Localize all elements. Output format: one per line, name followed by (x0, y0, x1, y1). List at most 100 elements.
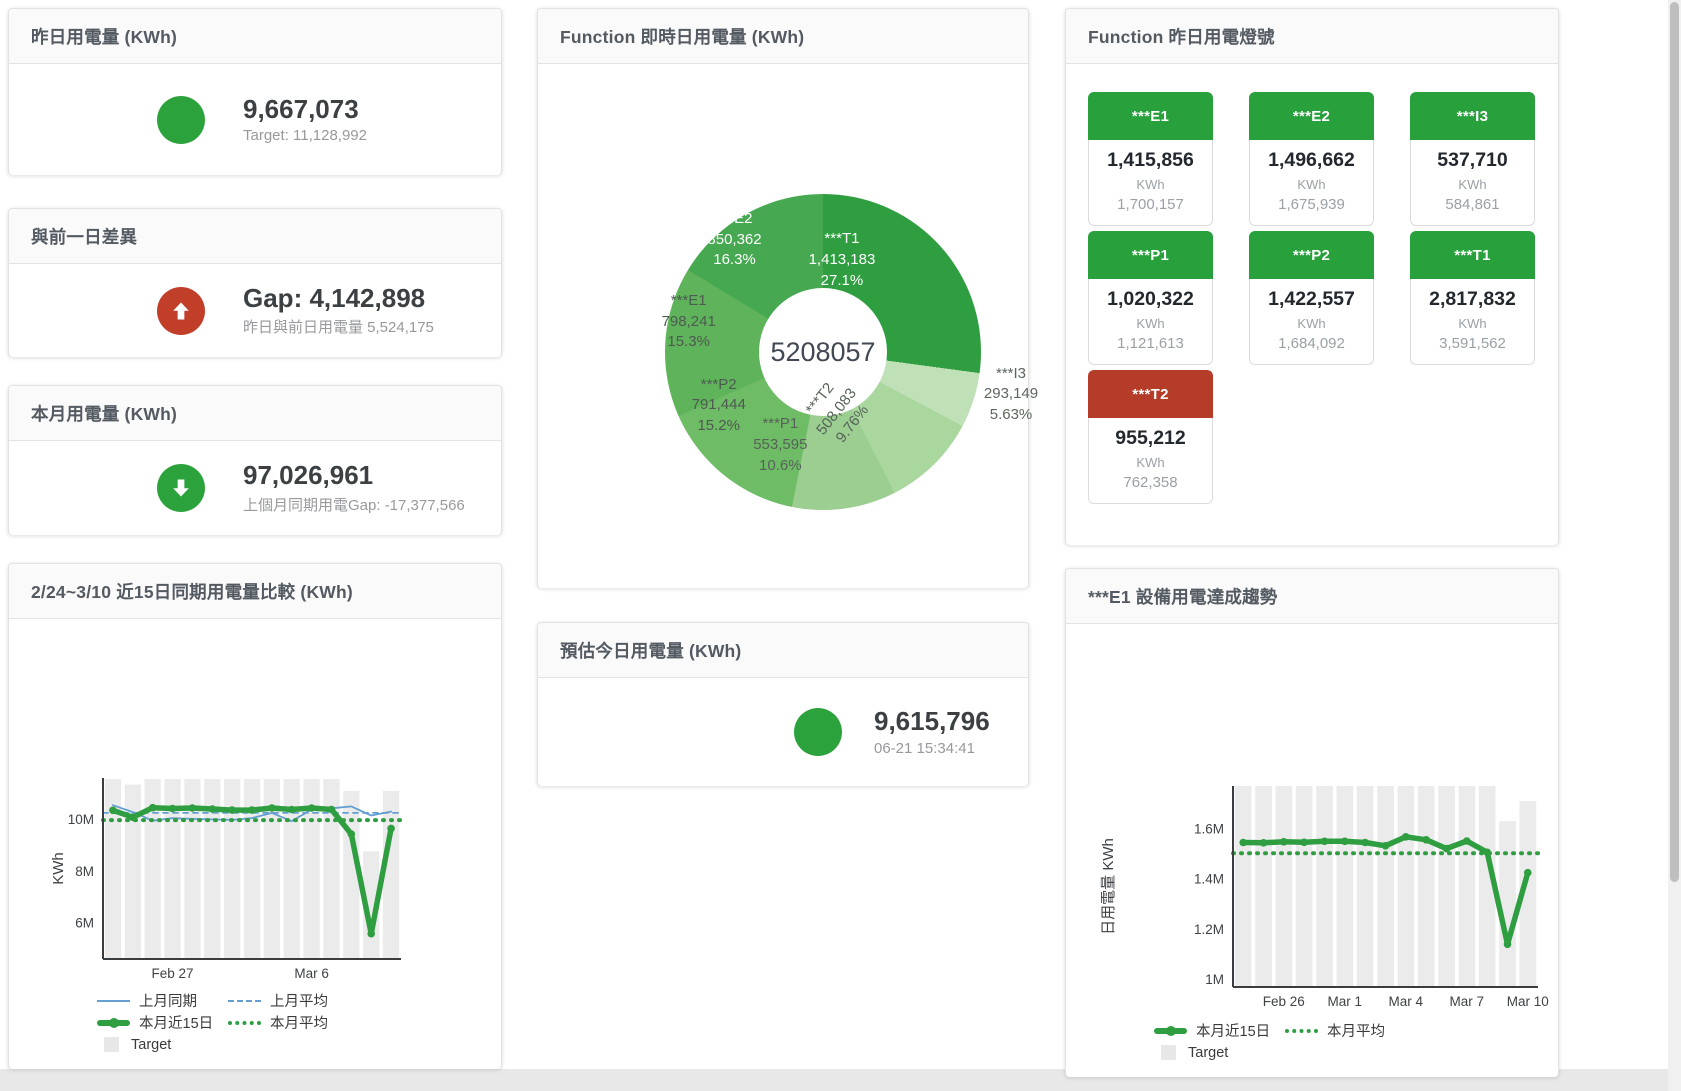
stat-text: Gap: 4,142,898 昨日與前日用電量 5,524,175 (243, 284, 434, 338)
legend-swatch-dots-icon (228, 1020, 261, 1025)
donut-chart[interactable]: 5208057 ***T1 1,413,183 27.1% ***I3 293,149 5… (661, 194, 1038, 510)
donut-center-total: 5208057 (770, 336, 876, 367)
legend-label: 上月平均 (270, 994, 328, 1010)
svg-text:Mar 4: Mar 4 (1389, 994, 1424, 1009)
scrollbar-thumb[interactable] (1670, 2, 1679, 882)
legend-item-本月近15日[interactable]: 本月近15日 (1154, 1020, 1285, 1041)
arrow-up-icon (173, 302, 189, 319)
tile-target-value: 1,121,613 (1117, 335, 1184, 352)
tile-body: 1,496,662 KWh 1,675,939 (1249, 140, 1374, 226)
trend-chart-area: 1M 1.2M 1.4M 1.6M Feb 26 Mar 1 Mar 4 Mar 7 Mar 1… (1066, 760, 1558, 1021)
legend-line-dot (1165, 1025, 1176, 1036)
light-tile-T2[interactable]: ***T2 955,212 KWh 762,358 (1088, 370, 1213, 504)
tile-target-value: 1,684,092 (1278, 335, 1345, 352)
svg-text:KWh: KWh (50, 852, 67, 885)
legend-swatch-square-icon (1161, 1045, 1176, 1060)
light-tile-E2[interactable]: ***E2 1,496,662 KWh 1,675,939 (1249, 92, 1374, 226)
tile-body: 955,212 KWh 762,358 (1088, 418, 1213, 504)
panel-title: 昨日用電量 (KWh) (9, 9, 501, 64)
svg-text:Mar 1: Mar 1 (1328, 994, 1363, 1009)
panel-title-text: Function 即時日用電量 (KWh) (560, 26, 805, 47)
legend-item-Target[interactable]: Target (97, 1034, 228, 1055)
panel-title: ***E1 設備用電達成趨勢 (1066, 569, 1558, 624)
trend-chart-svg[interactable]: 1M 1.2M 1.4M 1.6M Feb 26 Mar 1 Mar 4 Mar 7 Mar 1… (1066, 760, 1558, 1016)
tile-status-header: ***E1 (1088, 92, 1213, 140)
light-tile-E1[interactable]: ***E1 1,415,856 KWh 1,700,157 (1088, 92, 1213, 226)
tile-body: 537,710 KWh 584,861 (1410, 140, 1535, 226)
legend-item-上月同期[interactable]: 上月同期 (97, 990, 228, 1011)
light-tile-I3[interactable]: ***I3 537,710 KWh 584,861 (1410, 92, 1535, 226)
svg-text:1M: 1M (1205, 972, 1224, 987)
tile-value: 1,020,322 (1107, 288, 1194, 310)
stat-value: 97,026,961 (243, 460, 374, 491)
status-circle-icon (794, 708, 842, 756)
legend-item-上月平均[interactable]: 上月平均 (228, 990, 359, 1011)
compare-chart-svg[interactable]: 6M 8M 10M Feb 27 Mar 6 KWh (9, 752, 479, 984)
svg-text:1.4M: 1.4M (1194, 872, 1224, 887)
panel-title: 與前一日差異 (9, 209, 501, 264)
legend-item-Target[interactable]: Target (1154, 1042, 1285, 1063)
compare-chart-area: 6M 8M 10M Feb 27 Mar 6 KWh (9, 752, 479, 989)
svg-text:Mar 7: Mar 7 (1450, 994, 1485, 1009)
svg-text:8M: 8M (75, 864, 94, 879)
vertical-scrollbar[interactable] (1668, 0, 1681, 1091)
legend-label: 本月平均 (1327, 1024, 1385, 1040)
tile-status-header: ***P2 (1249, 231, 1374, 279)
svg-text:6M: 6M (75, 916, 94, 931)
legend-label: Target (131, 1036, 172, 1053)
donut-slice-label-I3: ***I3 293,149 5.63% (983, 364, 1039, 423)
tile-value: 1,496,662 (1268, 149, 1355, 171)
tile-unit: KWh (1458, 177, 1487, 192)
svg-text:10M: 10M (68, 812, 94, 827)
donut-slice-label-E1: ***E1 798,241 15.3% (661, 291, 716, 351)
tile-value: 537,710 (1437, 149, 1508, 171)
light-tile-P1[interactable]: ***P1 1,020,322 KWh 1,121,613 (1088, 231, 1213, 365)
legend-swatch-line-icon (97, 999, 130, 1002)
stat-subtext: 上個月同期用電Gap: -17,377,566 (243, 496, 465, 514)
tile-value: 2,817,832 (1429, 288, 1516, 310)
tile-body: 1,020,322 KWh 1,121,613 (1088, 279, 1213, 365)
donut-slice-label-E2: ***E2 850,362 16.3% (707, 209, 762, 269)
panel-body: ***E1 1,415,856 KWh 1,700,157 ***E2 1,496,662… (1066, 64, 1558, 545)
legend-swatch-dots-icon (1285, 1028, 1318, 1033)
tile-status-header: ***T2 (1088, 370, 1213, 418)
panel-e1-trend-chart: ***E1 設備用電達成趨勢 1M 1.2M 1.4M 1.6M Feb 26 Mar 1… (1065, 568, 1559, 1077)
trend-chart-legend: 本月近15日 本月平均 Target (1154, 1020, 1464, 1063)
tile-body: 1,415,856 KWh 1,700,157 (1088, 140, 1213, 226)
panel-title-text: 2/24~3/10 近15日同期用電量比較 (KWh) (31, 581, 353, 602)
panel-body: 97,026,961 上個月同期用電Gap: -17,377,566 (9, 441, 501, 535)
legend-label: 上月同期 (139, 994, 197, 1010)
tile-unit: KWh (1136, 177, 1165, 192)
svg-text:Mar 6: Mar 6 (294, 966, 329, 981)
donut-slice-label-T1: ***T1 1,413,183 27.1% (808, 230, 876, 289)
svg-text:日用電量 KWh: 日用電量 KWh (1100, 838, 1117, 935)
lights-grid: ***E1 1,415,856 KWh 1,700,157 ***E2 1,496,662… (1066, 64, 1548, 504)
legend-label: 本月近15日 (139, 1016, 214, 1032)
legend-label: 本月近15日 (1196, 1024, 1271, 1040)
stat-value: 9,615,796 (874, 706, 990, 737)
legend-item-本月平均[interactable]: 本月平均 (1285, 1020, 1416, 1041)
svg-text:Mar 10: Mar 10 (1507, 994, 1549, 1009)
panel-today-forecast: 預估今日用電量 (KWh) 9,615,796 06-21 15:34:41 (537, 622, 1029, 786)
light-tile-P2[interactable]: ***P2 1,422,557 KWh 1,684,092 (1249, 231, 1374, 365)
legend-swatch-thick-icon (1154, 1025, 1187, 1036)
panel-title: 2/24~3/10 近15日同期用電量比較 (KWh) (9, 564, 501, 619)
legend-label: 本月平均 (270, 1016, 328, 1032)
panel-title: Function 昨日用電燈號 (1066, 9, 1558, 64)
arrow-down-circle (157, 464, 205, 512)
tile-target-value: 1,700,157 (1117, 196, 1184, 213)
panel-title: Function 即時日用電量 (KWh) (538, 9, 1028, 64)
panel-title-text: 本月用電量 (KWh) (31, 403, 178, 424)
stat-value: Gap: 4,142,898 (243, 282, 426, 313)
light-tile-T1[interactable]: ***T1 2,817,832 KWh 3,591,562 (1410, 231, 1535, 365)
panel-body: 5208057 ***T1 1,413,183 27.1% ***I3 293,149 5… (538, 64, 1038, 588)
legend-item-本月平均[interactable]: 本月平均 (228, 1012, 359, 1033)
panel-title-text: Function 昨日用電燈號 (1088, 26, 1275, 47)
panel-yesterday-usage: 昨日用電量 (KWh) 9,667,073 Target: 11,128,992 (8, 8, 502, 175)
legend-item-本月近15日[interactable]: 本月近15日 (97, 1012, 228, 1033)
panel-body: Gap: 4,142,898 昨日與前日用電量 5,524,175 (9, 264, 501, 357)
panel-15day-compare-chart: 2/24~3/10 近15日同期用電量比較 (KWh) 6M 8M 10M Feb 2… (8, 563, 502, 1069)
donut-slice-label-P2: ***P2 791,444 15.2% (691, 375, 746, 435)
tile-target-value: 1,675,939 (1278, 196, 1345, 213)
